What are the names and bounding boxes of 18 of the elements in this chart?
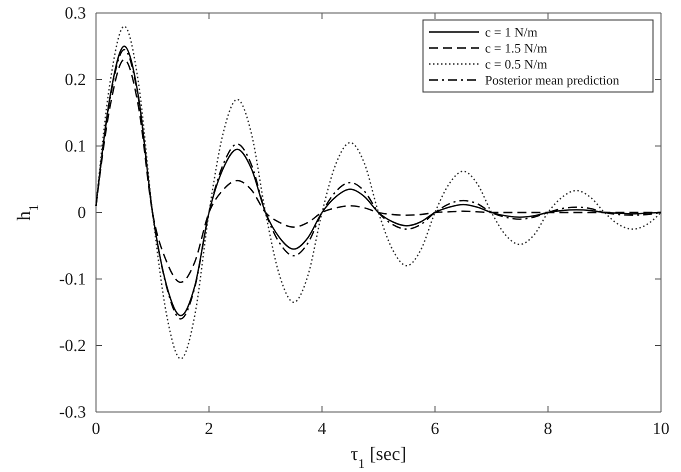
x-tick-label: 0 — [92, 419, 100, 438]
legend-label: c = 0.5 N/m — [485, 56, 548, 72]
y-tick-label: 0.1 — [64, 136, 86, 156]
y-tick-label: -0.2 — [59, 336, 86, 355]
x-tick-label: 2 — [204, 419, 214, 438]
y-tick-label: 0.3 — [64, 3, 86, 22]
legend-label: c = 1 N/m — [485, 24, 538, 40]
y-tick-label: 0 — [78, 202, 86, 222]
legend-label: c = 1.5 N/m — [485, 40, 548, 56]
x-axis-title: τ$_{1}$ [sec] — [350, 444, 406, 470]
x-tick-label: 8 — [544, 419, 552, 438]
x-tick-label: 4 — [318, 419, 327, 438]
x-tick-label: 10 — [652, 419, 670, 438]
y-tick-label: 0.2 — [64, 70, 86, 89]
y-tick-label: -0.1 — [59, 269, 86, 288]
y-tick-label: -0.3 — [59, 402, 86, 422]
legend-label: Posterior mean prediction — [485, 72, 620, 88]
x-tick-label: 6 — [430, 419, 440, 438]
